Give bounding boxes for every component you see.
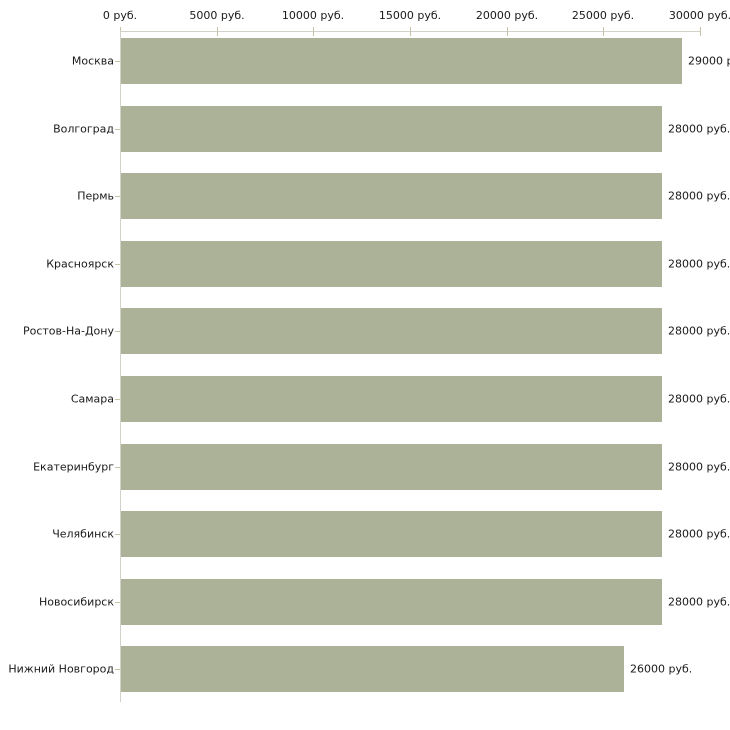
x-axis-tick-label: 0 руб. bbox=[102, 9, 138, 22]
bar bbox=[121, 308, 662, 354]
value-label: 28000 руб. bbox=[668, 122, 730, 136]
category-tick bbox=[115, 399, 120, 400]
category-tick bbox=[115, 61, 120, 62]
category-label: Новосибирск bbox=[38, 595, 114, 609]
x-axis-tick bbox=[603, 27, 604, 36]
bar bbox=[121, 376, 662, 422]
category-tick bbox=[115, 669, 120, 670]
category-label: Нижний Новгород bbox=[8, 662, 114, 676]
y-axis-line bbox=[120, 31, 121, 703]
category-label: Ростов-На-Дону bbox=[22, 324, 114, 338]
category-tick bbox=[115, 196, 120, 197]
value-label: 28000 руб. bbox=[668, 460, 730, 474]
category-tick bbox=[115, 467, 120, 468]
bar bbox=[121, 646, 624, 692]
category-label: Пермь bbox=[77, 189, 114, 203]
category-label: Красноярск bbox=[46, 257, 114, 271]
category-label: Москва bbox=[71, 54, 114, 68]
bar bbox=[121, 579, 662, 625]
x-axis-tick-label: 5000 руб. bbox=[189, 9, 245, 22]
x-axis-tick bbox=[313, 27, 314, 36]
bar bbox=[121, 38, 682, 84]
value-label: 28000 руб. bbox=[668, 189, 730, 203]
category-label: Самара bbox=[70, 392, 114, 406]
category-tick bbox=[115, 129, 120, 130]
value-label: 28000 руб. bbox=[668, 595, 730, 609]
value-label: 28000 руб. bbox=[668, 392, 730, 406]
bar bbox=[121, 444, 662, 490]
value-label: 26000 руб. bbox=[630, 662, 693, 676]
x-axis-tick bbox=[700, 27, 701, 36]
x-axis-tick-label: 20000 руб. bbox=[475, 9, 539, 22]
x-axis-tick bbox=[410, 27, 411, 36]
category-tick bbox=[115, 264, 120, 265]
category-tick bbox=[115, 534, 120, 535]
x-axis-tick bbox=[217, 27, 218, 36]
x-axis-tick-label: 15000 руб. bbox=[378, 9, 442, 22]
category-tick bbox=[115, 602, 120, 603]
value-label: 28000 руб. bbox=[668, 324, 730, 338]
x-axis-tick-label: 30000 руб. bbox=[668, 9, 730, 22]
category-tick bbox=[115, 331, 120, 332]
category-label: Челябинск bbox=[52, 527, 114, 541]
bar bbox=[121, 173, 662, 219]
value-label: 28000 руб. bbox=[668, 257, 730, 271]
bar bbox=[121, 241, 662, 287]
bar bbox=[121, 511, 662, 557]
category-label: Волгоград bbox=[53, 122, 114, 136]
category-label: Екатеринбург bbox=[33, 460, 114, 474]
x-axis-tick-label: 10000 руб. bbox=[281, 9, 345, 22]
x-axis-tick-label: 25000 руб. bbox=[571, 9, 635, 22]
value-label: 29000 руб. bbox=[688, 54, 730, 68]
bar bbox=[121, 106, 662, 152]
value-label: 28000 руб. bbox=[668, 527, 730, 541]
x-axis-tick bbox=[507, 27, 508, 36]
